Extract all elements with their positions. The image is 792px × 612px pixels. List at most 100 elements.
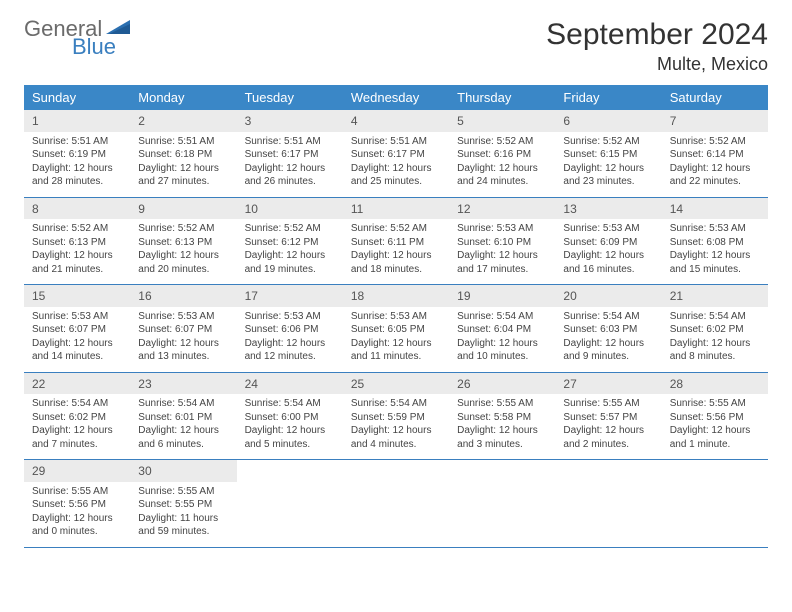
day-number-bar: 11 <box>343 198 449 220</box>
day-line-ss: Sunset: 5:59 PM <box>351 411 443 425</box>
week-row: 8Sunrise: 5:52 AMSunset: 6:13 PMDaylight… <box>24 198 768 286</box>
day-line-sr: Sunrise: 5:55 AM <box>670 397 762 411</box>
day-number-bar: 7 <box>662 110 768 132</box>
day-line-ss: Sunset: 5:56 PM <box>670 411 762 425</box>
day-number: 26 <box>457 377 470 391</box>
day-line-d1: Daylight: 12 hours <box>138 424 230 438</box>
day-line-ss: Sunset: 6:03 PM <box>563 323 655 337</box>
day-line-ss: Sunset: 6:19 PM <box>32 148 124 162</box>
day-line-sr: Sunrise: 5:54 AM <box>670 310 762 324</box>
day-body: Sunrise: 5:54 AMSunset: 5:59 PMDaylight:… <box>343 397 449 451</box>
day-cell: 12Sunrise: 5:53 AMSunset: 6:10 PMDayligh… <box>449 198 555 285</box>
day-body: Sunrise: 5:52 AMSunset: 6:15 PMDaylight:… <box>555 135 661 189</box>
day-body: Sunrise: 5:53 AMSunset: 6:08 PMDaylight:… <box>662 222 768 276</box>
day-line-ss: Sunset: 5:55 PM <box>138 498 230 512</box>
day-body: Sunrise: 5:53 AMSunset: 6:10 PMDaylight:… <box>449 222 555 276</box>
day-body: Sunrise: 5:53 AMSunset: 6:09 PMDaylight:… <box>555 222 661 276</box>
day-number-bar: 23 <box>130 373 236 395</box>
day-line-d2: and 11 minutes. <box>351 350 443 364</box>
day-number: 10 <box>245 202 258 216</box>
day-line-sr: Sunrise: 5:53 AM <box>32 310 124 324</box>
day-line-d1: Daylight: 12 hours <box>32 424 124 438</box>
day-number-bar: 13 <box>555 198 661 220</box>
day-cell: 14Sunrise: 5:53 AMSunset: 6:08 PMDayligh… <box>662 198 768 285</box>
day-line-d1: Daylight: 12 hours <box>32 249 124 263</box>
day-line-sr: Sunrise: 5:51 AM <box>32 135 124 149</box>
day-cell: 16 Sunrise: 5:53 AMSunset: 6:07 PMDayligh… <box>130 285 236 372</box>
day-body: Sunrise: 5:55 AMSunset: 5:58 PMDaylight:… <box>449 397 555 451</box>
day-line-sr: Sunrise: 5:53 AM <box>138 310 230 324</box>
day-cell: 24Sunrise: 5:54 AMSunset: 6:00 PMDayligh… <box>237 373 343 460</box>
week-row: 29Sunrise: 5:55 AMSunset: 5:56 PMDayligh… <box>24 460 768 548</box>
day-line-ss: Sunset: 5:56 PM <box>32 498 124 512</box>
day-line-d2: and 59 minutes. <box>138 525 230 539</box>
day-line-d2: and 22 minutes. <box>670 175 762 189</box>
day-number: 3 <box>245 114 252 128</box>
day-number-bar: 22 <box>24 373 130 395</box>
day-line-d1: Daylight: 12 hours <box>245 162 337 176</box>
day-number: 27 <box>563 377 576 391</box>
day-number-bar: 1 <box>24 110 130 132</box>
day-cell: 4Sunrise: 5:51 AMSunset: 6:17 PMDaylight… <box>343 110 449 197</box>
day-body: Sunrise: 5:52 AMSunset: 6:12 PMDaylight:… <box>237 222 343 276</box>
day-line-d2: and 18 minutes. <box>351 263 443 277</box>
day-line-d2: and 23 minutes. <box>563 175 655 189</box>
day-line-d1: Daylight: 12 hours <box>563 337 655 351</box>
day-number: 9 <box>138 202 145 216</box>
day-line-d2: and 0 minutes. <box>32 525 124 539</box>
day-line-ss: Sunset: 6:12 PM <box>245 236 337 250</box>
day-line-d2: and 8 minutes. <box>670 350 762 364</box>
day-cell <box>449 460 555 547</box>
day-line-sr: Sunrise: 5:52 AM <box>245 222 337 236</box>
day-number: 7 <box>670 114 677 128</box>
day-number: 16 <box>138 289 151 303</box>
week-row: 1 Sunrise: 5:51 AMSunset: 6:19 PM Daylight… <box>24 110 768 198</box>
day-cell: 10 Sunrise: 5:52 AMSunset: 6:12 PMDayligh… <box>237 198 343 285</box>
day-line-sr: Sunrise: 5:52 AM <box>138 222 230 236</box>
day-line-sr: Sunrise: 5:54 AM <box>563 310 655 324</box>
day-number-bar: 3 <box>237 110 343 132</box>
day-line-ss: Sunset: 6:13 PM <box>138 236 230 250</box>
day-line-d1: Daylight: 12 hours <box>245 424 337 438</box>
day-number: 22 <box>32 377 45 391</box>
week-row: 15Sunrise: 5:53 AMSunset: 6:07 PMDayligh… <box>24 285 768 373</box>
day-body: Sunrise: 5:54 AMSunset: 6:01 PMDaylight:… <box>130 397 236 451</box>
day-number: 20 <box>563 289 576 303</box>
day-body: Sunrise: 5:51 AMSunset: 6:18 PMDaylight:… <box>130 135 236 189</box>
day-line-ss: Sunset: 6:07 PM <box>138 323 230 337</box>
day-line-d2: and 28 minutes. <box>32 175 124 189</box>
day-line-ss: Sunset: 6:11 PM <box>351 236 443 250</box>
day-body: Sunrise: 5:53 AMSunset: 6:07 PMDaylight:… <box>130 310 236 364</box>
day-cell: 2Sunrise: 5:51 AMSunset: 6:18 PMDaylight… <box>130 110 236 197</box>
day-line-sr: Sunrise: 5:53 AM <box>245 310 337 324</box>
day-line-d2: and 27 minutes. <box>138 175 230 189</box>
day-number-bar: 4 <box>343 110 449 132</box>
day-line-d1: Daylight: 12 hours <box>563 162 655 176</box>
day-line-ss: Sunset: 6:18 PM <box>138 148 230 162</box>
day-line-ss: Sunset: 6:06 PM <box>245 323 337 337</box>
day-cell: 8Sunrise: 5:52 AMSunset: 6:13 PMDaylight… <box>24 198 130 285</box>
day-cell: 6Sunrise: 5:52 AMSunset: 6:15 PMDaylight… <box>555 110 661 197</box>
day-number: 24 <box>245 377 258 391</box>
weeks-container: 1 Sunrise: 5:51 AMSunset: 6:19 PM Daylight… <box>24 110 768 548</box>
day-cell: 25Sunrise: 5:54 AMSunset: 5:59 PMDayligh… <box>343 373 449 460</box>
day-body: Sunrise: 5:52 AMSunset: 6:11 PMDaylight:… <box>343 222 449 276</box>
day-body: Sunrise: 5:53 AMSunset: 6:06 PMDaylight:… <box>237 310 343 364</box>
day-line-d2: and 17 minutes. <box>457 263 549 277</box>
day-line-sr: Sunrise: 5:55 AM <box>32 485 124 499</box>
day-line-ss: Sunset: 6:02 PM <box>670 323 762 337</box>
day-number-bar: 5 <box>449 110 555 132</box>
day-number: 30 <box>138 464 151 478</box>
day-line-d1: Daylight: 12 hours <box>563 424 655 438</box>
day-line-ss: Sunset: 6:05 PM <box>351 323 443 337</box>
day-line-ss: Sunset: 6:14 PM <box>670 148 762 162</box>
day-cell <box>662 460 768 547</box>
day-line-d1: Daylight: 11 hours <box>138 512 230 526</box>
day-number-bar: 16 <box>130 285 236 307</box>
day-cell: 15Sunrise: 5:53 AMSunset: 6:07 PMDayligh… <box>24 285 130 372</box>
day-line-d2: and 16 minutes. <box>563 263 655 277</box>
week-row: 22Sunrise: 5:54 AMSunset: 6:02 PMDayligh… <box>24 373 768 461</box>
day-line-d1: Daylight: 12 hours <box>32 512 124 526</box>
day-line-ss: Sunset: 6:17 PM <box>245 148 337 162</box>
day-line-ss: Sunset: 6:17 PM <box>351 148 443 162</box>
